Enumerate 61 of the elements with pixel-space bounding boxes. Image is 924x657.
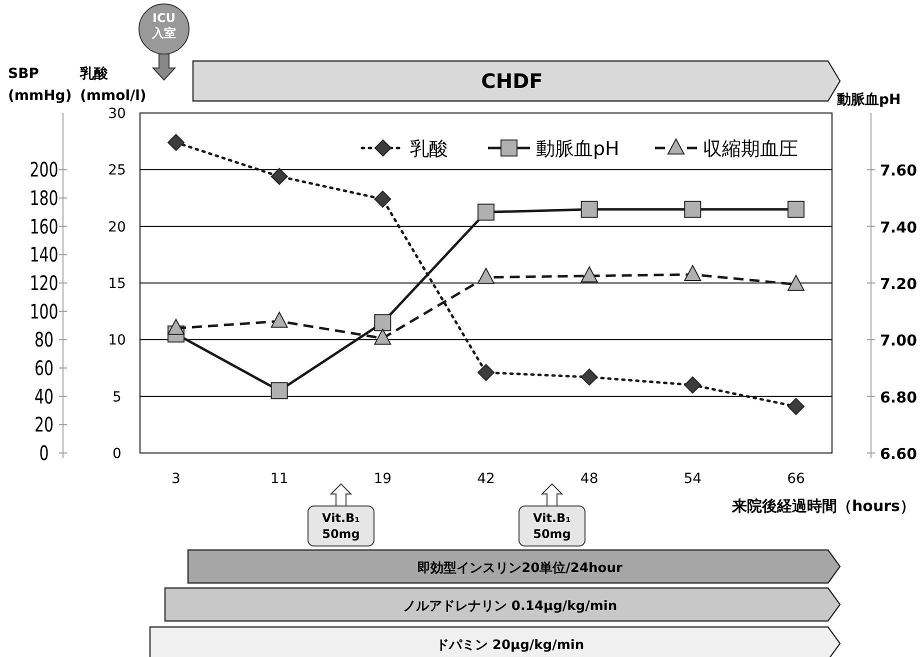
point [788,200,804,218]
y3-tick-label: 200 [30,160,58,182]
y3-tick-label: 100 [30,301,58,324]
point [374,314,392,332]
y-tick-label: 15 [108,276,126,292]
point [374,190,392,208]
y2-tick-label: 7.40 [880,218,918,236]
y-tick-label: 5 [112,389,122,406]
point [478,364,494,382]
annotation: ノルアドレナリン 0.14μg/kg/min [164,587,841,622]
annotation: Vit.B₁ 50mg [308,483,374,546]
annotation: Vit.B₁ 50mg [518,483,586,546]
y3-tick-label: 120 [30,273,58,296]
y3-tick-label: 80 [34,330,54,352]
y-tick-label: 0 [112,446,122,462]
point [270,312,288,328]
y3-tick-label: 0 [39,443,49,466]
annotation: ICU 入室 [138,4,190,81]
point [788,398,804,416]
y3-tick-label: 140 [30,244,58,268]
x-tick-label: 19 [374,471,392,487]
y2-tick-label: 6.80 [880,388,918,406]
point [270,168,288,185]
y-tick-label: 30 [108,106,126,122]
legend-label: 乳酸 [410,138,448,160]
point [684,376,702,394]
point [478,204,494,221]
point [168,318,184,335]
point [580,266,598,282]
point [580,368,598,386]
y3-tick-label: 20 [34,414,54,438]
y3-tick-label: 40 [34,386,54,409]
point [168,134,184,151]
point [580,200,598,218]
point [478,268,494,284]
y3-axis-title: SBP (mmHg) [8,66,72,104]
point [270,382,288,400]
legend-label: 収縮期血圧 [703,138,798,160]
point [684,265,702,281]
y2-tick-label: 7.60 [880,162,918,180]
point [374,328,392,345]
y3-tick-label: 60 [34,358,54,381]
legend-label: 動脈血pH [536,138,620,160]
x-tick-label: 66 [787,471,805,487]
x-tick-label: 54 [684,471,702,487]
point [788,274,804,291]
y2-tick-label: 7.20 [880,275,918,293]
x-axis-title: 来院後経過時間（hours） [731,497,915,515]
y-tick-label: 25 [108,162,126,179]
annotation: ドパミン 20μg/kg/min [149,626,841,657]
y3-tick-label: 180 [30,188,58,211]
x-tick-label: 3 [172,471,180,487]
y-tick-label: 20 [108,219,126,236]
y-tick-label: 10 [108,332,126,349]
annotation: 即効型インスリン20単位/24hour [187,549,841,584]
y2-tick-label: 6.60 [880,445,918,463]
y3-tick-label: 160 [30,216,58,239]
x-tick-label: 11 [270,471,288,487]
y2-tick-label: 7.00 [880,332,918,350]
point [684,200,702,218]
x-tick-label: 42 [477,471,495,487]
